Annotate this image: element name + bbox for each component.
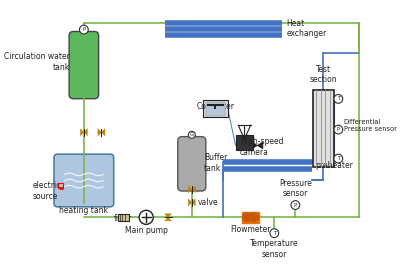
Polygon shape — [98, 129, 102, 136]
Text: Main pump: Main pump — [125, 226, 168, 235]
Bar — [313, 90, 334, 167]
Text: filter: filter — [114, 214, 132, 224]
Text: T: T — [273, 231, 276, 236]
Text: Temperature
sensor: Temperature sensor — [250, 239, 298, 259]
Text: Test
section: Test section — [310, 64, 337, 84]
Text: Buffer
tank: Buffer tank — [204, 153, 228, 173]
FancyBboxPatch shape — [203, 100, 228, 117]
Polygon shape — [102, 129, 105, 136]
Text: heating tank: heating tank — [59, 206, 108, 215]
Circle shape — [334, 154, 343, 163]
Circle shape — [139, 210, 153, 224]
Bar — [242, 212, 259, 222]
Text: T: T — [337, 96, 340, 101]
FancyBboxPatch shape — [178, 137, 206, 191]
Circle shape — [243, 213, 252, 222]
Circle shape — [80, 25, 88, 34]
Polygon shape — [164, 217, 172, 221]
Text: P: P — [82, 27, 86, 32]
Text: T: T — [337, 156, 340, 161]
Polygon shape — [188, 186, 192, 193]
FancyBboxPatch shape — [54, 154, 114, 207]
Bar — [206, 102, 225, 115]
Circle shape — [188, 131, 195, 138]
Bar — [118, 214, 129, 221]
Text: Pressure
sensor: Pressure sensor — [279, 179, 312, 198]
Circle shape — [334, 95, 343, 103]
Text: P: P — [294, 202, 297, 208]
Polygon shape — [253, 142, 263, 149]
Text: Flowmeter: Flowmeter — [230, 225, 271, 234]
Bar — [58, 183, 63, 188]
Circle shape — [250, 213, 258, 222]
Text: Heat
exchanger: Heat exchanger — [286, 19, 327, 38]
Polygon shape — [84, 129, 87, 136]
Circle shape — [291, 201, 300, 209]
Text: valve: valve — [198, 198, 218, 207]
Polygon shape — [188, 199, 192, 206]
Text: G: G — [190, 132, 194, 137]
Text: P: P — [337, 127, 340, 132]
Circle shape — [270, 229, 279, 238]
Text: preheater: preheater — [316, 161, 354, 170]
Bar — [236, 135, 253, 150]
Text: High-speed
camera: High-speed camera — [240, 137, 284, 157]
Text: electric
source: electric source — [33, 181, 61, 201]
Text: Computer: Computer — [196, 102, 234, 111]
Circle shape — [334, 125, 343, 134]
Text: Circulation water
tank: Circulation water tank — [4, 52, 70, 72]
FancyBboxPatch shape — [69, 31, 99, 99]
Polygon shape — [192, 186, 195, 193]
Polygon shape — [164, 214, 172, 217]
Polygon shape — [80, 129, 84, 136]
Text: Differential
Pressure sensor: Differential Pressure sensor — [344, 119, 396, 132]
Polygon shape — [192, 199, 195, 206]
